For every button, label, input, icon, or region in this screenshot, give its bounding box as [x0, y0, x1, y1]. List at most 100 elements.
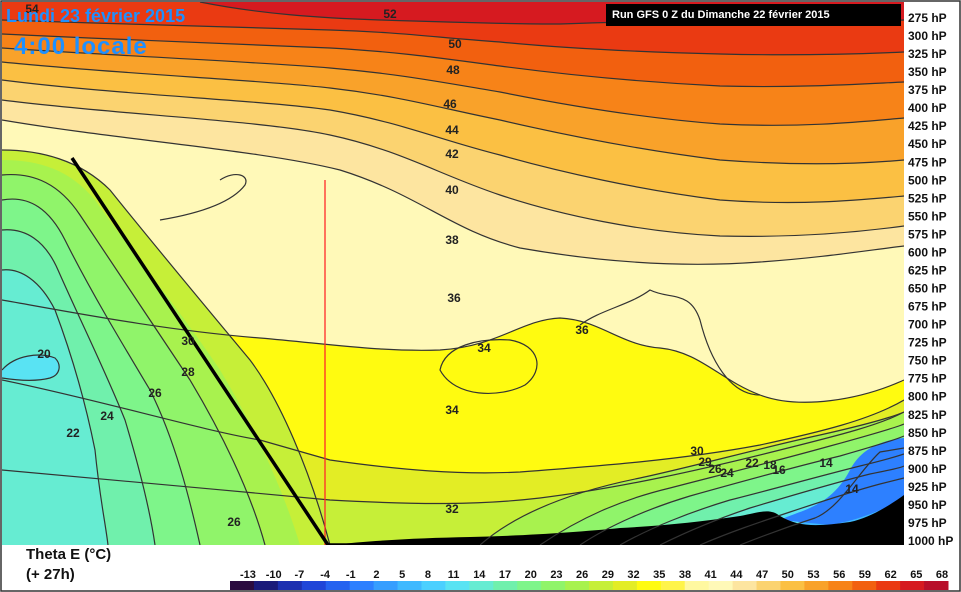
pressure-tick-label: 700 hP [908, 318, 947, 332]
pressure-tick-label: 950 hP [908, 498, 947, 512]
black-diagonal-line [70, 157, 330, 545]
contour-label: 38 [445, 233, 459, 247]
pressure-tick-label: 800 hP [908, 390, 947, 404]
colorbar-tick-label: 41 [705, 569, 717, 581]
contour-label: 20 [37, 347, 51, 361]
colorbar-swatch [445, 581, 470, 590]
colorbar-swatch [636, 581, 662, 590]
colorbar-swatch [349, 581, 375, 590]
colorbar-tick-label: 59 [859, 569, 871, 581]
colorbar-swatch [924, 581, 949, 590]
contour-label: 29 [698, 455, 712, 469]
colorbar-tick-label: 20 [525, 569, 537, 581]
pressure-tick-label: 875 hP [908, 444, 947, 458]
colorbar-tick-label: 38 [679, 569, 691, 581]
colorbar-swatch [253, 581, 279, 590]
pressure-tick-label: 425 hP [908, 119, 947, 133]
colorbar-tick-label: 14 [473, 569, 486, 581]
date-title: Lundi 23 février 2015 [6, 6, 186, 26]
colorbar-swatch [421, 581, 446, 590]
contour-label: 36 [447, 291, 461, 305]
colorbar-tick-label: -10 [266, 569, 282, 581]
colorbar-swatch [804, 581, 829, 590]
colorbar-swatch [828, 581, 853, 590]
colorbar-swatch [397, 581, 422, 590]
colorbar-swatch [612, 581, 638, 590]
contour-label: 40 [445, 183, 459, 197]
contour-label: 22 [745, 456, 759, 470]
colorbar-tick-label: -7 [294, 569, 304, 581]
contour-label: 16 [772, 463, 786, 477]
pressure-tick-label: 400 hP [908, 101, 947, 115]
colorbar-tick-label: 53 [807, 569, 819, 581]
colorbar-tick-label: 50 [782, 569, 794, 581]
colorbar-swatch [900, 581, 925, 590]
colorbar-swatch [684, 581, 710, 590]
contour-labels: 54 52504846444240383636343432302826262422… [25, 2, 859, 529]
pressure-tick-label: 850 hP [908, 426, 947, 440]
colorbar-tick-label: -1 [346, 569, 356, 581]
run-info-box: Run GFS 0 Z du Dimanche 22 février 2015 [606, 4, 901, 26]
contour-label: 44 [445, 123, 459, 137]
pressure-tick-label: 900 hP [908, 462, 947, 476]
colorbar [230, 581, 949, 590]
pressure-tick-label: 750 hP [908, 354, 947, 368]
contour-label: 26 [708, 462, 722, 476]
colorbar-swatch [876, 581, 901, 590]
pressure-tick-label: 975 hP [908, 516, 947, 530]
colorbar-tick-label: 8 [425, 569, 431, 581]
colorbar-tick-label: 65 [910, 569, 922, 581]
contour-label: 30 [690, 444, 704, 458]
colorbar-tick-label: 29 [602, 569, 614, 581]
local-time-title: 4:00 locale [14, 33, 148, 60]
pressure-tick-label: 775 hP [908, 372, 947, 386]
terrain [330, 495, 904, 545]
colorbar-swatch [541, 581, 566, 590]
colorbar-swatch [660, 581, 686, 590]
parameter-label: Theta E (°C) [26, 546, 112, 563]
colorbar-swatch [780, 581, 805, 590]
contour-lines [2, 2, 904, 545]
colorbar-tick-label: 5 [399, 569, 405, 581]
colorbar-tick-label: -13 [240, 569, 256, 581]
colorbar-swatch [301, 581, 327, 590]
contour-label: 48 [446, 63, 460, 77]
colorbar-swatch [852, 581, 877, 590]
contour-label: 32 [445, 502, 459, 516]
contour-label: 24 [720, 466, 734, 480]
pressure-tick-label: 325 hP [908, 47, 947, 61]
colorbar-swatch [469, 581, 494, 590]
colorbar-swatch [277, 581, 303, 590]
contour-label: 28 [181, 365, 195, 379]
contour-label: 26 [227, 515, 241, 529]
contour-label: 14 [819, 456, 833, 470]
contour-label: 22 [66, 426, 80, 440]
contour-label: 34 [477, 341, 491, 355]
pressure-tick-label: 600 hP [908, 245, 947, 259]
colorbar-tick-label: 68 [936, 569, 948, 581]
pressure-tick-label: 825 hP [908, 408, 947, 422]
contour-label: 24 [100, 409, 114, 423]
pressure-tick-label: 1000 hP [908, 534, 953, 548]
pressure-tick-label: 275 hP [908, 11, 947, 25]
contour-label: 30 [181, 334, 195, 348]
colorbar-tick-label: 35 [653, 569, 665, 581]
colorbar-tick-label: 56 [833, 569, 845, 581]
pressure-tick-label: 675 hP [908, 300, 947, 314]
contour-label: 50 [448, 37, 462, 51]
colorbar-swatch [756, 581, 781, 590]
pressure-tick-label: 500 hP [908, 173, 947, 187]
colorbar-tick-label: 44 [730, 569, 743, 581]
colorbar-tick-labels: -13 -10 -7 -4 -1 2 5 8 11 14 17 20 23 26 29 32 35 38 41 44 4… [240, 569, 948, 581]
pressure-tick-label: 375 hP [908, 83, 947, 97]
pressure-tick-label: 650 hP [908, 282, 947, 296]
colorbar-swatch [230, 581, 255, 590]
contour-label: 42 [445, 147, 459, 161]
contour-label: 54 [25, 2, 39, 16]
pressure-tick-label: 350 hP [908, 65, 947, 79]
colorbar-tick-label: 47 [756, 569, 768, 581]
pressure-tick-label: 525 hP [908, 191, 947, 205]
colorbar-swatch [565, 581, 590, 590]
